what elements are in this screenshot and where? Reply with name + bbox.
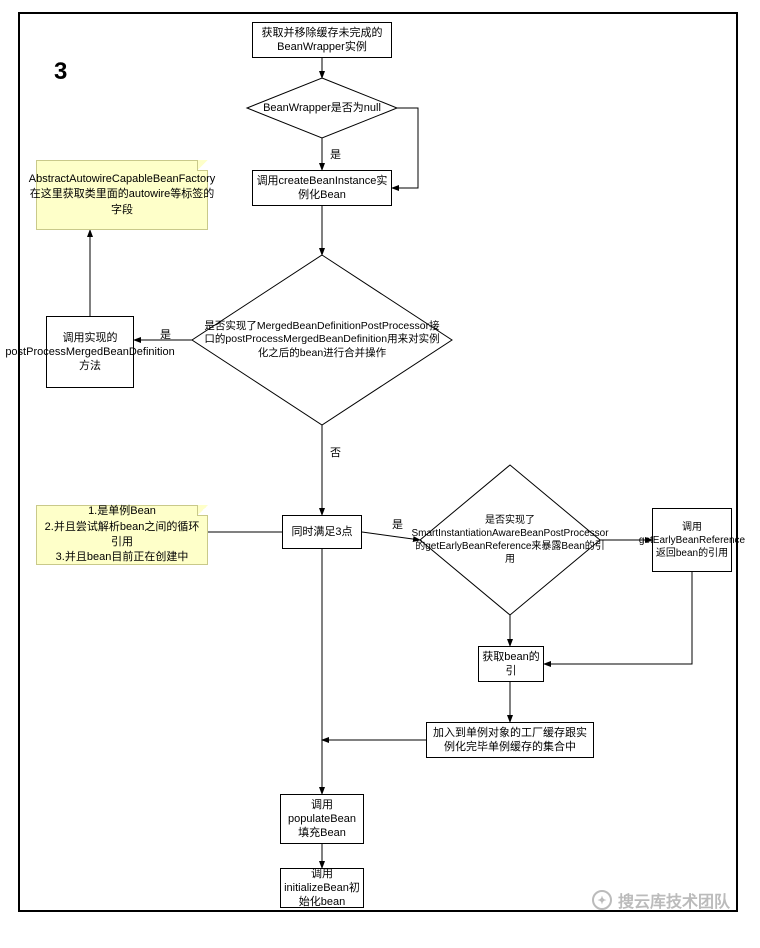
box-satisfy-three: 同时满足3点 (282, 515, 362, 549)
watermark: ✦ 搜云库技术团队 (592, 888, 730, 912)
diamond-beanwrapper-null-text: BeanWrapper是否为null (247, 78, 397, 138)
box-call-postprocess-merged: 调用实现的postProcessMergedBeanDefinition方法 (46, 316, 134, 388)
page-number: 3 (54, 58, 67, 86)
wechat-icon: ✦ (592, 890, 612, 910)
diamond-merged-processor-text: 是否实现了MergedBeanDefinitionPostProcessor接口… (202, 298, 442, 382)
box-populate-bean: 调用populateBean填充Bean (280, 794, 364, 844)
box-add-singleton-cache: 加入到单例对象的工厂缓存跟实例化完毕单例缓存的集合中 (426, 722, 594, 758)
diagram-frame (18, 12, 738, 912)
box-initialize-bean: 调用initializeBean初始化bean (280, 868, 364, 908)
watermark-text: 搜云库技术团队 (618, 888, 730, 912)
label-yes-1: 是 (330, 146, 341, 162)
label-yes-3: 是 (392, 516, 403, 532)
box-get-bean-ref: 获取bean的引 (478, 646, 544, 682)
diamond-smart-instantiation-text: 是否实现了SmartInstantiationAwareBeanPostProc… (432, 500, 588, 580)
box-get-early-bean-reference: 调用getEarlyBeanReference返回bean的引用 (652, 508, 732, 572)
note-three-conditions: 1.是单例Bean 2.并且尝试解析bean之间的循环引用 3.并且bean目前… (36, 505, 208, 565)
label-yes-2: 是 (160, 326, 171, 342)
box-create-bean-instance: 调用createBeanInstance实例化Bean (252, 170, 392, 206)
label-no-2: 否 (330, 444, 341, 460)
box-remove-cache-wrapper: 获取并移除缓存未完成的BeanWrapper实例 (252, 22, 392, 58)
note-autowire-factory: AbstractAutowireCapableBeanFactory在这里获取类… (36, 160, 208, 230)
